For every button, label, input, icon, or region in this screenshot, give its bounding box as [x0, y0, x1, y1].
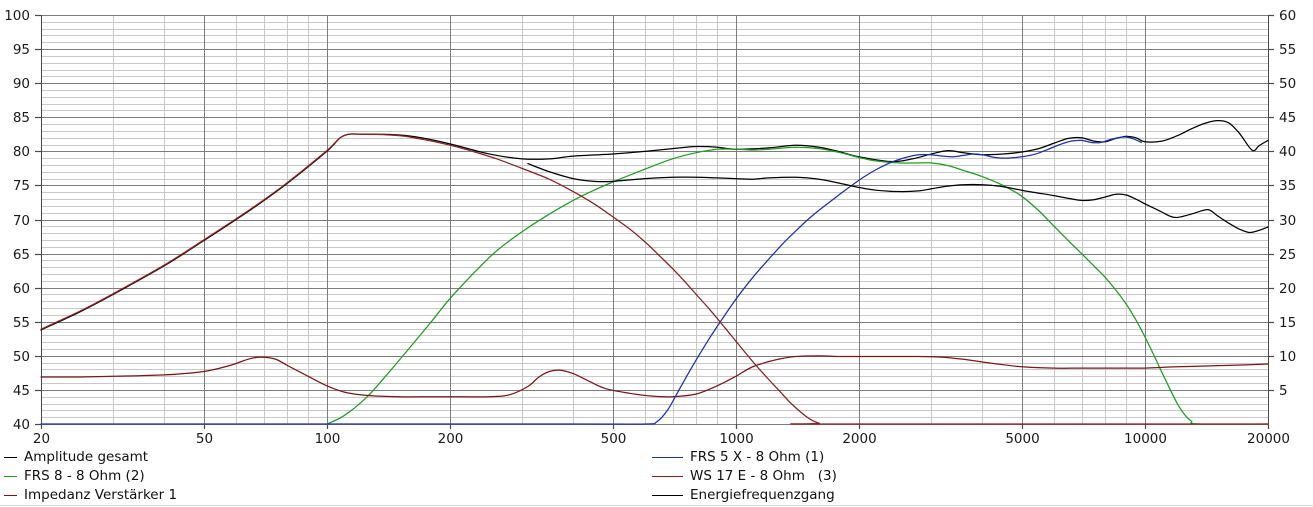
y-right-tick-label: 5: [1279, 383, 1288, 399]
x-tick-label: 50: [196, 431, 213, 447]
legend-color-swatch-icon: [4, 476, 17, 477]
y-left-tick-label: 55: [13, 315, 30, 331]
series-line-3: [40, 136, 1142, 425]
legend-color-swatch-icon: [4, 457, 17, 458]
legend-color-swatch-icon: [652, 476, 683, 477]
y-left-tick-label: 70: [13, 213, 30, 229]
y-right-tick-label: 55: [1279, 42, 1296, 58]
legend-item-label: Energiefrequenzgang: [690, 487, 835, 503]
y-left-tick-label: 75: [13, 178, 30, 194]
x-tick-label: 20: [33, 431, 50, 447]
legend-left-item[interactable]: Amplitude gesamt: [4, 448, 177, 467]
x-tick-label: 500: [601, 431, 627, 447]
y-left-tick-label: 65: [13, 247, 30, 263]
y-left-tick-label: 85: [13, 110, 30, 126]
series-line-5: [527, 162, 1269, 234]
y-left-tick-label: 90: [13, 76, 30, 92]
y-right-tick-label: 15: [1279, 315, 1296, 331]
x-tick-label: 200: [438, 431, 464, 447]
legend-right-item[interactable]: FRS 5 X - 8 Ohm (1): [652, 448, 837, 467]
y-right-tick-label: 10: [1279, 349, 1296, 365]
y-right-tick-label: 35: [1279, 178, 1296, 194]
y-right-tick-label: 50: [1279, 76, 1296, 92]
data-series-group: [40, 120, 1269, 425]
legend-item-label: Impedanz Verstärker 1: [24, 487, 178, 503]
x-tick-label: 2000: [842, 431, 876, 447]
y-right-tick-label: 60: [1279, 8, 1296, 24]
legend-column-right: FRS 5 X - 8 Ohm (1) WS 17 E - 8 Ohm (3) En…: [652, 448, 837, 505]
legend-color-swatch-icon: [652, 457, 683, 458]
minor-horizontal-gridlines: [41, 22, 1268, 418]
plot-area: 40 45 50 55 60 65 70 75 80 85 90 95 100 5 10 15 20 25 30 35…: [4, 8, 1296, 447]
y-left-tick-label: 95: [13, 42, 30, 58]
series-line-1: [326, 146, 1269, 425]
series-line-4: [40, 133, 1269, 425]
legend-right-item[interactable]: WS 17 E - 8 Ohm (3): [652, 467, 837, 486]
legend-color-swatch-icon: [652, 495, 683, 496]
legend-item-label: FRS 8 - 8 Ohm (2): [24, 468, 145, 484]
legend-item-label: Amplitude gesamt: [24, 449, 149, 465]
legend-left-item[interactable]: Impedanz Verstärker 1: [4, 486, 177, 505]
chart-legend: Amplitude gesamt FRS 8 - 8 Ohm (2) Impedan…: [0, 448, 1313, 507]
y-left-tick-label: 60: [13, 281, 30, 297]
legend-divider: [0, 505, 1313, 506]
major-horizontal-gridlines: [41, 15, 1268, 425]
y-right-tick-label: 45: [1279, 110, 1296, 126]
y-right-tick-label: 25: [1279, 247, 1296, 263]
legend-item-label: FRS 5 X - 8 Ohm (1): [690, 449, 825, 465]
x-tick-label: 10000: [1124, 431, 1167, 447]
series-line-2: [40, 355, 1269, 398]
y-right-tick-label: 30: [1279, 213, 1296, 229]
y-right-tick-label: 20: [1279, 281, 1296, 297]
chart-svg: 40 45 50 55 60 65 70 75 80 85 90 95 100 5 10 15 20 25 30 35…: [4, 8, 1296, 447]
x-tick-label: 100: [315, 431, 341, 447]
legend-color-swatch-icon: [4, 495, 17, 496]
y-left-tick-label: 40: [13, 417, 30, 433]
y-left-tick-label: 100: [4, 8, 30, 24]
legend-left-item[interactable]: FRS 8 - 8 Ohm (2): [4, 467, 177, 486]
x-tick-label: 1000: [719, 431, 753, 447]
legend-column-left: Amplitude gesamt FRS 8 - 8 Ohm (2) Impedan…: [4, 448, 177, 505]
x-tick-label: 20000: [1247, 431, 1290, 447]
y-right-tick-label: 40: [1279, 144, 1296, 160]
series-line-0: [40, 120, 1269, 331]
y-left-tick-label: 45: [13, 383, 30, 399]
y-left-tick-label: 50: [13, 349, 30, 365]
axis-labels-group: 40 45 50 55 60 65 70 75 80 85 90 95 100 5 10 15 20 25 30 35…: [4, 8, 1296, 447]
x-tick-label: 5000: [1005, 431, 1039, 447]
legend-right-item[interactable]: Energiefrequenzgang: [652, 486, 837, 505]
y-left-tick-label: 80: [13, 144, 30, 160]
axis-ticks-group: [35, 14, 1274, 429]
legend-item-label: WS 17 E - 8 Ohm (3): [690, 468, 837, 484]
